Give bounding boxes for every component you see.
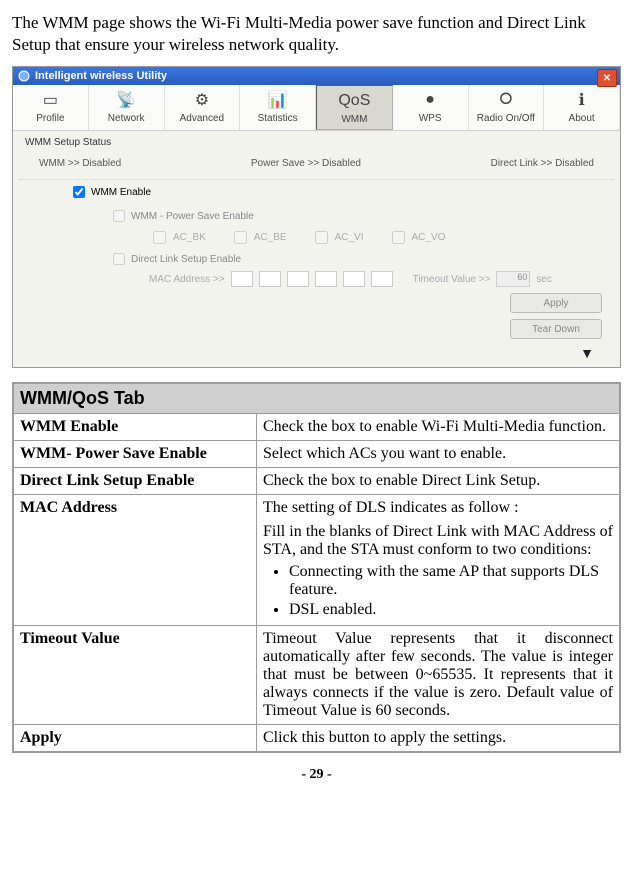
option-wmm-enable: WMM Enable (19, 180, 614, 204)
status-wmm: WMM >> Disabled (39, 158, 121, 169)
mac-desc-p2: Fill in the blanks of Direct Link with M… (263, 523, 613, 559)
tab-wmm[interactable]: QoS WMM (316, 85, 393, 130)
row-desc: Click this button to apply the settings. (257, 725, 621, 753)
row-desc: Check the box to enable Direct Link Setu… (257, 468, 621, 495)
ac-row: AC_BK AC_BE AC_VI AC_VO (19, 228, 614, 247)
ac-vo-checkbox[interactable] (392, 231, 405, 244)
radio-icon: ⭘ (471, 89, 542, 111)
row-label: WMM- Power Save Enable (13, 441, 257, 468)
button-row: Apply (19, 287, 614, 319)
content-area: WMM Setup Status WMM >> Disabled Power S… (13, 131, 620, 367)
row-desc: Select which ACs you want to enable. (257, 441, 621, 468)
row-desc: The setting of DLS indicates as follow :… (257, 495, 621, 626)
apply-button[interactable]: Apply (510, 293, 602, 313)
ac-bk-checkbox[interactable] (153, 231, 166, 244)
ps-enable-label: WMM - Power Save Enable (131, 211, 254, 222)
tab-label: About (546, 113, 617, 124)
about-icon: ℹ (546, 89, 617, 111)
toolbar: ▭ Profile 📡 Network ⚙ Advanced 📊 Statist… (13, 85, 620, 131)
app-window: Intelligent wireless Utility ✕ ▭ Profile… (12, 66, 621, 368)
description-table: WMM/QoS Tab WMM Enable Check the box to … (12, 382, 621, 753)
tab-label: WMM (319, 114, 390, 125)
table-row: Timeout Value Timeout Value represents t… (13, 626, 620, 725)
mac-bullet-2: DSL enabled. (289, 601, 613, 619)
table-row: WMM- Power Save Enable Select which ACs … (13, 441, 620, 468)
mac-box-1[interactable] (231, 271, 253, 287)
mac-box-3[interactable] (287, 271, 309, 287)
row-label: MAC Address (13, 495, 257, 626)
row-label: Timeout Value (13, 626, 257, 725)
tab-label: Network (91, 113, 162, 124)
advanced-icon: ⚙ (167, 89, 238, 111)
ac-be-checkbox[interactable] (234, 231, 247, 244)
option-dls-enable: Direct Link Setup Enable (19, 247, 614, 271)
mac-box-4[interactable] (315, 271, 337, 287)
mac-bullets: Connecting with the same AP that support… (263, 563, 613, 619)
row-desc: Timeout Value represents that it disconn… (257, 626, 621, 725)
tab-about[interactable]: ℹ About (544, 85, 620, 130)
ps-enable-checkbox[interactable] (113, 210, 125, 222)
table-row: Direct Link Setup Enable Check the box t… (13, 468, 620, 495)
mac-address-row: MAC Address >> Timeout Value >> 60 sec (19, 271, 614, 287)
timeout-unit: sec (536, 274, 552, 285)
button-row-2: Tear Down (19, 319, 614, 345)
table-header-row: WMM/QoS Tab (13, 383, 620, 414)
timeout-input[interactable]: 60 (496, 271, 530, 287)
table-row: Apply Click this button to apply the set… (13, 725, 620, 753)
tab-label: Radio On/Off (471, 113, 542, 124)
tab-label: Advanced (167, 113, 238, 124)
table-row: MAC Address The setting of DLS indicates… (13, 495, 620, 626)
status-directlink: Direct Link >> Disabled (491, 158, 594, 169)
wmm-enable-label: WMM Enable (91, 187, 151, 198)
tab-label: WPS (395, 113, 466, 124)
row-label: Apply (13, 725, 257, 753)
row-label: WMM Enable (13, 414, 257, 441)
network-icon: 📡 (91, 89, 162, 111)
wps-icon: ● (395, 89, 466, 111)
row-label: Direct Link Setup Enable (13, 468, 257, 495)
tab-network[interactable]: 📡 Network (89, 85, 165, 130)
mac-bullet-1: Connecting with the same AP that support… (289, 563, 613, 599)
tab-statistics[interactable]: 📊 Statistics (240, 85, 316, 130)
tab-profile[interactable]: ▭ Profile (13, 85, 89, 130)
mac-box-6[interactable] (371, 271, 393, 287)
window-title: Intelligent wireless Utility (35, 70, 167, 82)
wmm-icon: QoS (319, 90, 390, 112)
tab-radio[interactable]: ⭘ Radio On/Off (469, 85, 545, 130)
tab-advanced[interactable]: ⚙ Advanced (165, 85, 241, 130)
dls-enable-checkbox[interactable] (113, 253, 125, 265)
ac-vi-label: AC_VI (335, 232, 364, 243)
wmm-enable-checkbox[interactable] (73, 186, 85, 198)
page-number: - 29 - (12, 767, 621, 783)
status-powersave: Power Save >> Disabled (251, 158, 361, 169)
mac-box-2[interactable] (259, 271, 281, 287)
row-desc: Check the box to enable Wi-Fi Multi-Medi… (257, 414, 621, 441)
table-header: WMM/QoS Tab (13, 383, 620, 414)
teardown-button[interactable]: Tear Down (510, 319, 602, 339)
intro-paragraph: The WMM page shows the Wi-Fi Multi-Media… (12, 12, 621, 56)
ac-bk-label: AC_BK (173, 232, 206, 243)
ac-vo-label: AC_VO (412, 232, 446, 243)
expand-arrow-icon[interactable]: ▼ (19, 345, 614, 361)
tab-label: Statistics (242, 113, 313, 124)
statistics-icon: 📊 (242, 89, 313, 111)
title-bar: Intelligent wireless Utility ✕ (13, 67, 620, 85)
table-row: WMM Enable Check the box to enable Wi-Fi… (13, 414, 620, 441)
status-row: WMM >> Disabled Power Save >> Disabled D… (19, 152, 614, 180)
dls-enable-label: Direct Link Setup Enable (131, 254, 241, 265)
mac-desc-p1: The setting of DLS indicates as follow : (263, 499, 613, 517)
ac-be-label: AC_BE (254, 232, 287, 243)
option-ps-enable: WMM - Power Save Enable (19, 204, 614, 228)
timeout-label: Timeout Value >> (413, 274, 491, 285)
close-icon[interactable]: ✕ (597, 69, 617, 87)
mac-label: MAC Address >> (149, 274, 225, 285)
profile-icon: ▭ (15, 89, 86, 111)
tab-wps[interactable]: ● WPS (393, 85, 469, 130)
tab-label: Profile (15, 113, 86, 124)
status-title: WMM Setup Status (19, 137, 614, 152)
ac-vi-checkbox[interactable] (315, 231, 328, 244)
mac-box-5[interactable] (343, 271, 365, 287)
app-icon (17, 69, 31, 83)
